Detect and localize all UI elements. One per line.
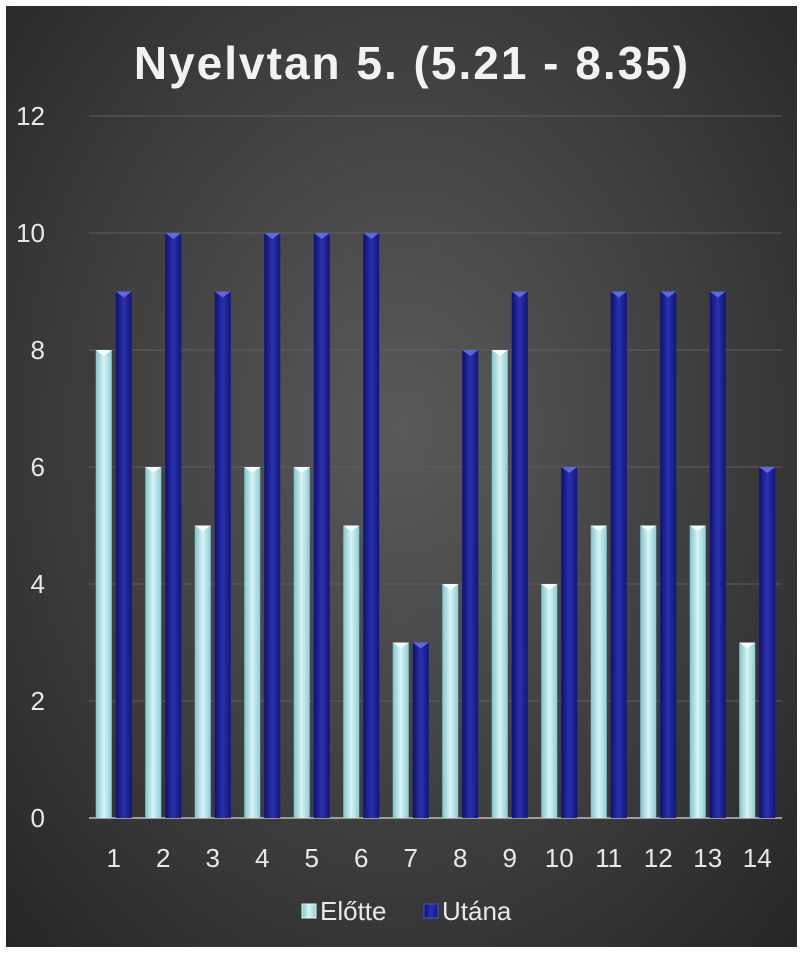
bar-elotte	[541, 584, 558, 818]
x-tick-label: 14	[743, 843, 772, 873]
x-tick-label: 11	[595, 843, 622, 873]
bar-cap	[343, 525, 360, 532]
bar-utana	[561, 467, 578, 818]
bar-cap	[590, 525, 607, 532]
bar-cap	[244, 467, 261, 473]
bar-cap	[640, 525, 657, 532]
bar-utana	[759, 467, 776, 818]
bar-cap	[709, 291, 726, 298]
x-tick-label: 2	[156, 843, 170, 873]
x-tick-label: 9	[503, 843, 517, 873]
bar-utana	[214, 291, 231, 818]
bar-elotte	[145, 467, 162, 818]
bar-utana	[313, 233, 330, 818]
bar-cap	[145, 467, 162, 473]
bar-cap	[561, 467, 578, 473]
bar-cap	[491, 350, 508, 356]
bar-utana	[363, 233, 380, 818]
legend-swatch	[423, 903, 439, 919]
bar-elotte	[590, 525, 607, 818]
bar-cap	[194, 525, 211, 532]
y-tick-label: 4	[31, 569, 45, 599]
bar-cap	[610, 291, 627, 298]
bar-cap	[759, 467, 776, 473]
bar-elotte	[95, 350, 112, 818]
bar-cap	[363, 233, 380, 239]
y-tick-label: 2	[31, 686, 45, 716]
bar-cap	[165, 233, 182, 239]
x-tick-label: 6	[354, 843, 368, 873]
legend: Előtte Utána	[301, 896, 512, 926]
x-tick-label: 4	[255, 843, 269, 873]
y-axis-ticks: 0 2 4 6 8 10 12	[16, 101, 45, 833]
x-tick-label: 3	[206, 843, 220, 873]
bar-elotte	[442, 584, 459, 818]
x-tick-label: 10	[545, 843, 574, 873]
bars	[95, 233, 776, 818]
bar-cap	[660, 291, 677, 298]
bar-elotte	[491, 350, 508, 818]
bar-cap	[293, 467, 310, 473]
bar-utana	[709, 291, 726, 818]
bar-cap	[392, 642, 409, 649]
x-tick-label: 8	[453, 843, 467, 873]
bar-utana	[462, 350, 479, 818]
bar-cap	[689, 525, 706, 532]
bar-cap	[739, 642, 756, 649]
bar-utana	[264, 233, 281, 818]
bar-utana	[165, 233, 182, 818]
bar-utana	[115, 291, 132, 818]
legend-label: Előtte	[320, 896, 387, 926]
bar-cap	[115, 291, 132, 298]
bar-cap	[264, 233, 281, 239]
bar-cap	[462, 350, 479, 356]
bar-elotte	[640, 525, 657, 818]
bar-cap	[214, 291, 231, 298]
bar-cap	[541, 584, 558, 590]
bar-utana	[511, 291, 528, 818]
bar-elotte	[739, 642, 756, 818]
bar-cap	[412, 642, 429, 649]
bar-elotte	[244, 467, 261, 818]
y-tick-label: 6	[31, 452, 45, 482]
y-tick-label: 0	[31, 803, 45, 833]
bar-elotte	[689, 525, 706, 818]
x-tick-label: 13	[693, 843, 722, 873]
x-tick-label: 7	[404, 843, 418, 873]
bar-elotte	[194, 525, 211, 818]
x-tick-label: 12	[644, 843, 673, 873]
bar-utana	[412, 642, 429, 818]
bar-cap	[95, 350, 112, 356]
bar-cap	[313, 233, 330, 239]
chart-title: Nyelvtan 5. (5.21 - 8.35)	[134, 37, 690, 89]
bar-cap	[442, 584, 459, 590]
bar-utana	[610, 291, 627, 818]
y-tick-label: 10	[16, 218, 45, 248]
bar-utana	[660, 291, 677, 818]
bar-cap	[511, 291, 528, 298]
y-tick-label: 12	[16, 101, 45, 131]
legend-label: Utána	[442, 896, 512, 926]
x-tick-label: 1	[107, 843, 121, 873]
bar-elotte	[392, 642, 409, 818]
x-tick-label: 5	[305, 843, 319, 873]
legend-swatch	[301, 903, 317, 919]
bar-elotte	[343, 525, 360, 818]
y-tick-label: 8	[31, 335, 45, 365]
gridlines	[89, 115, 782, 819]
x-axis-ticks: 1 2 3 4 5 6 7 8 9 10 11 12 13 14	[107, 843, 772, 873]
bar-elotte	[293, 467, 310, 818]
